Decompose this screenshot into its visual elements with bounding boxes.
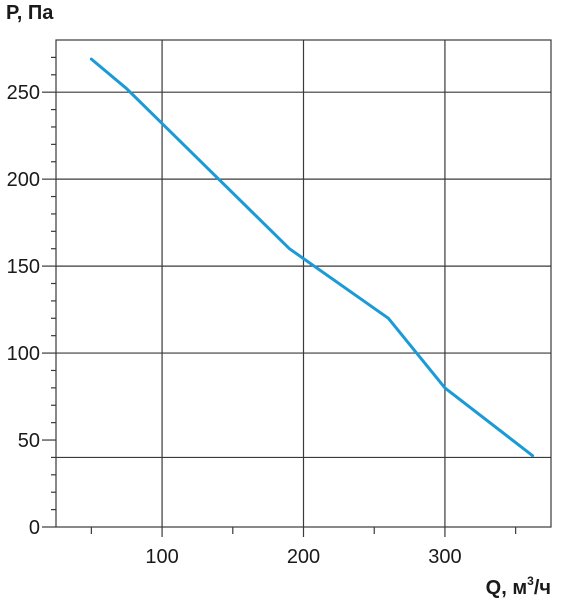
y-axis-title: P, Па xyxy=(6,2,54,24)
y-tick-label-50: 50 xyxy=(18,430,40,452)
series-layer xyxy=(89,57,535,458)
y-tick-label-150: 150 xyxy=(7,256,40,278)
x-axis-title-superscript: 3 xyxy=(527,574,534,588)
y-tick-label-250: 250 xyxy=(7,82,40,104)
x-axis-title-prefix: Q, м xyxy=(486,577,527,599)
series-line-0 xyxy=(89,57,535,458)
x-tick-label-200: 200 xyxy=(287,546,320,568)
x-axis-title-suffix: /ч xyxy=(534,577,551,599)
x-tick-label-100: 100 xyxy=(145,546,178,568)
y-tick-label-0: 0 xyxy=(29,517,40,539)
x-tick-label-300: 300 xyxy=(428,546,461,568)
axis-layer xyxy=(42,39,552,537)
label-layer: 0 50 100 150 200 250 100 200 300 xyxy=(7,82,462,568)
y-tick-label-200: 200 xyxy=(7,169,40,191)
x-axis-title: Q, м3/ч xyxy=(486,574,551,599)
grid-layer xyxy=(56,40,551,527)
y-tick-label-100: 100 xyxy=(7,343,40,365)
